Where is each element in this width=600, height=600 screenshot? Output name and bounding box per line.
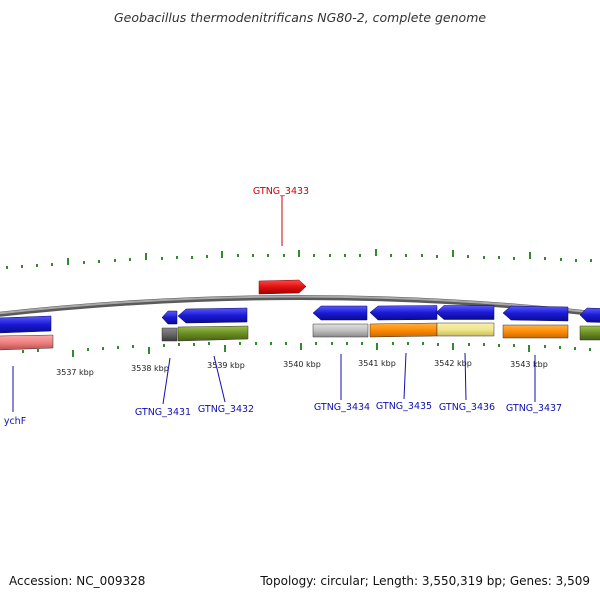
leader-line-gtng-3432: [213, 355, 226, 403]
category-track: [0, 322, 600, 351]
leader-lines: [12, 196, 536, 412]
category-box-gtng-3436: [436, 322, 495, 337]
leader-line-gtng-3435: [403, 352, 407, 400]
leader-line-gtng-3431: [162, 357, 171, 405]
gene-label-gtng-3433[interactable]: GTNG_3433: [253, 186, 309, 197]
position-label: 3538 kbp: [131, 364, 169, 373]
map-title: Geobacillus thermodenitrificans NG80-2, …: [113, 10, 487, 25]
gene-next-arrow[interactable]: [579, 307, 600, 323]
gene-gtng-3434-arrow[interactable]: [312, 305, 368, 321]
category-box-next: [579, 325, 600, 341]
category-box-gtng-3431: [161, 327, 178, 342]
gene-label-gtng-3431[interactable]: GTNG_3431: [135, 407, 191, 418]
leader-line-gtng-3436: [464, 352, 467, 401]
position-label: 3537 kbp: [56, 368, 94, 377]
gene-gtng-3431-arrow[interactable]: [161, 310, 178, 325]
inner-tick-ruler: [22, 342, 591, 357]
gene-ychf-arrow[interactable]: [0, 315, 52, 334]
position-label: 3540 kbp: [283, 360, 321, 369]
gene-gtng-3433-arrow[interactable]: [258, 279, 307, 295]
gene-gtng-3432-arrow[interactable]: [177, 307, 248, 324]
accession-label: Accession: NC_009328: [9, 574, 146, 588]
category-box-gtng-3432: [177, 325, 249, 342]
genome-summary: Topology: circular; Length: 3,550,319 bp…: [260, 574, 590, 588]
position-label: 3543 kbp: [510, 360, 548, 369]
gene-label-ychf[interactable]: ychF: [4, 416, 26, 427]
gene-gtng-3435-arrow[interactable]: [369, 305, 438, 321]
position-label: 3541 kbp: [358, 359, 396, 368]
gene-label-gtng-3432[interactable]: GTNG_3432: [198, 404, 254, 415]
gene-label-gtng-3437[interactable]: GTNG_3437: [506, 403, 562, 414]
category-box-gtng-3434: [312, 323, 369, 338]
outer-tick-ruler: [6, 249, 592, 269]
category-box-ychf: [0, 334, 54, 351]
category-box-gtng-3437: [502, 324, 569, 339]
position-label: 3539 kbp: [207, 361, 245, 370]
category-box-gtng-3435: [369, 322, 438, 338]
position-label: 3542 kbp: [434, 359, 472, 368]
gene-label-gtng-3435[interactable]: GTNG_3435: [376, 401, 432, 412]
gene-label-gtng-3434[interactable]: GTNG_3434: [314, 402, 370, 413]
gene-gtng-3437-arrow[interactable]: [502, 305, 569, 322]
gene-gtng-3436-arrow[interactable]: [435, 305, 495, 320]
reverse-strand-genes: [0, 305, 600, 334]
gene-label-gtng-3436[interactable]: GTNG_3436: [439, 402, 495, 413]
